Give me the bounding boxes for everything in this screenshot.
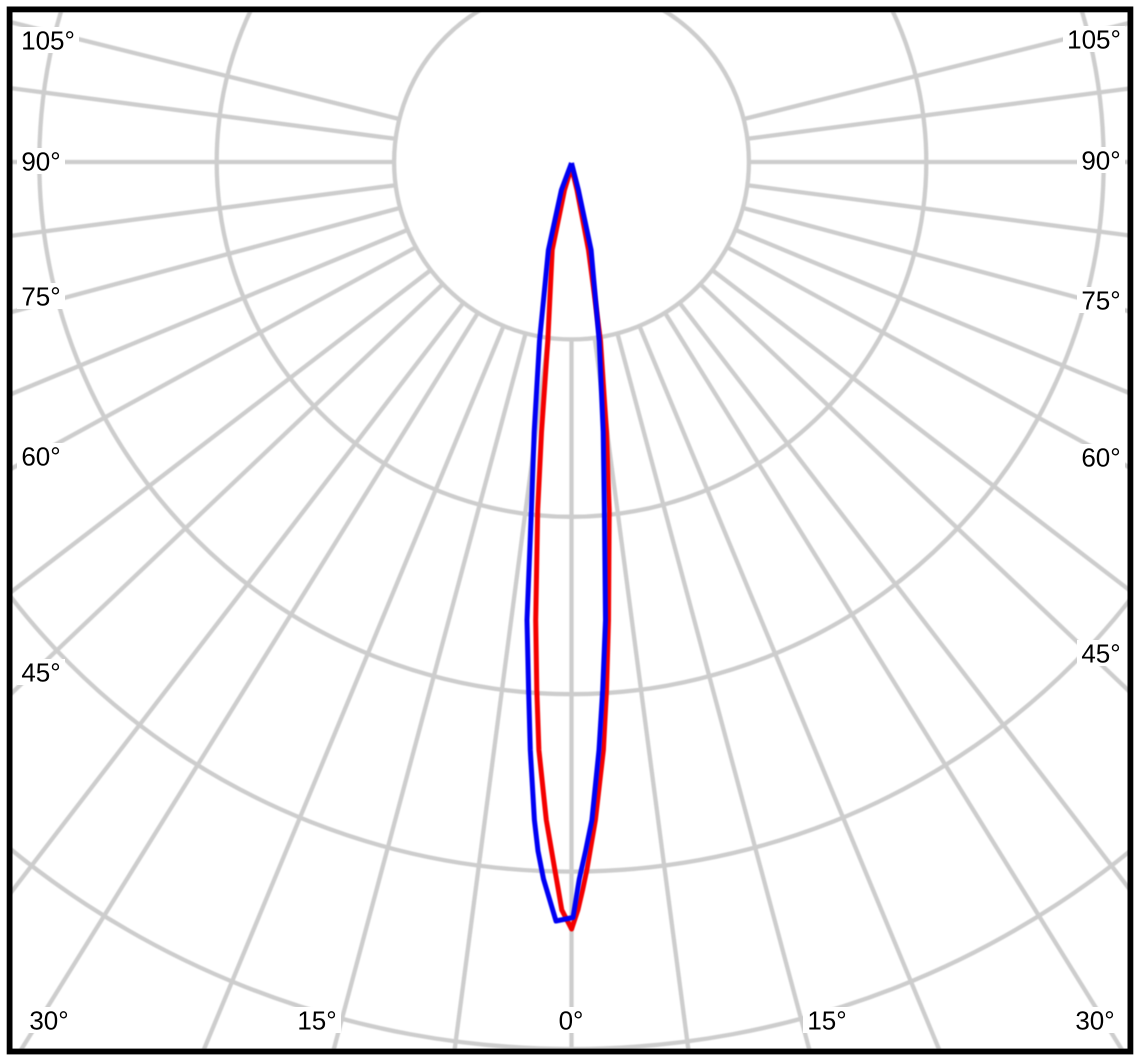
svg-text:30°: 30° [29,1005,68,1035]
svg-text:45°: 45° [21,657,60,687]
svg-text:45°: 45° [1081,638,1120,668]
svg-text:0°: 0° [559,1005,584,1035]
svg-text:90°: 90° [1081,145,1120,175]
svg-text:75°: 75° [21,281,60,311]
svg-text:90°: 90° [21,146,60,176]
svg-text:60°: 60° [21,441,60,471]
svg-text:30°: 30° [1075,1005,1114,1035]
svg-text:105°: 105° [1067,24,1121,54]
svg-text:105°: 105° [21,25,75,55]
svg-text:75°: 75° [1081,285,1120,315]
svg-text:60°: 60° [1081,442,1120,472]
svg-text:15°: 15° [297,1005,336,1035]
svg-text:15°: 15° [807,1005,846,1035]
